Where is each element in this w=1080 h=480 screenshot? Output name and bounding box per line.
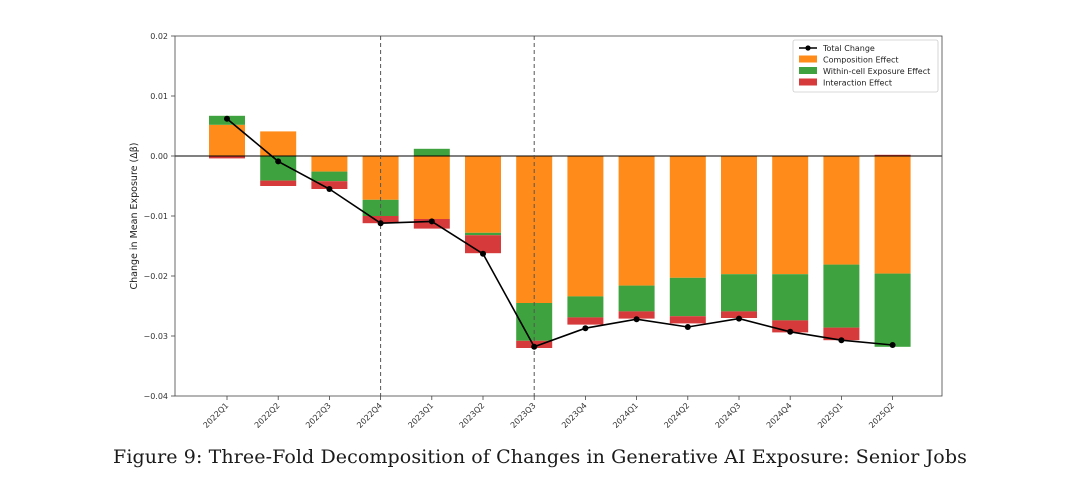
legend-swatch-interaction-effect xyxy=(799,78,817,86)
bar-within-cell-exposure-effect-2023Q4 xyxy=(567,296,604,318)
total-change-point-2022Q1 xyxy=(224,115,230,122)
bar-composition-effect-2024Q3 xyxy=(721,156,757,275)
x-tick-label-2023Q1: 2023Q1 xyxy=(406,401,435,430)
bar-interaction-effect-2023Q4 xyxy=(567,317,604,325)
bar-interaction-effect-2023Q2 xyxy=(465,235,501,254)
bar-interaction-effect-2025Q1 xyxy=(823,327,860,341)
x-tick-label-2025Q1: 2025Q1 xyxy=(816,401,845,430)
total-change-point-2023Q1 xyxy=(428,218,435,225)
legend-swatch-composition-effect xyxy=(799,55,817,63)
total-change-point-2024Q4 xyxy=(787,328,794,335)
decomposition-chart: 0.02 0.01 0.00 −0.01 −0.02 −0.03 −0.04 2022Q1 20… xyxy=(129,32,943,430)
total-change-point-2023Q2 xyxy=(480,250,486,257)
total-change-point-2024Q2 xyxy=(684,324,691,330)
x-tick-label-2022Q4: 2022Q4 xyxy=(355,401,384,430)
y-axis-label: Change in Mean Exposure (Δβ) xyxy=(129,143,140,290)
bar-composition-effect-2022Q3 xyxy=(311,156,348,172)
total-change-point-2022Q3 xyxy=(326,186,333,192)
legend-label-composition-effect: Composition Effect xyxy=(823,56,899,65)
y-tick-label-5: −0.03 xyxy=(143,332,168,341)
total-change-point-2022Q2 xyxy=(275,158,282,165)
bar-composition-effect-2022Q1 xyxy=(209,124,245,156)
bar-interaction-effect-2022Q1 xyxy=(209,156,245,159)
total-change-point-2025Q2 xyxy=(889,342,896,348)
legend-label-interaction-effect: Interaction Effect xyxy=(823,79,892,88)
total-change-point-2023Q3 xyxy=(531,343,538,350)
y-tick-label-0: 0.02 xyxy=(150,32,168,41)
bar-composition-effect-2023Q1 xyxy=(413,156,450,219)
x-tick-label-2023Q4: 2023Q4 xyxy=(560,401,589,430)
bar-within-cell-exposure-effect-2024Q1 xyxy=(618,285,655,312)
legend-marker-total-change xyxy=(805,45,811,51)
total-change-point-2022Q4 xyxy=(377,220,384,227)
legend-box xyxy=(792,39,939,93)
bar-composition-effect-2025Q1 xyxy=(823,156,860,265)
bar-interaction-effect-2024Q1 xyxy=(618,311,655,319)
bar-within-cell-exposure-effect-2025Q2 xyxy=(874,273,911,347)
legend-swatch-within-cell-exposure-effect xyxy=(799,67,817,74)
bar-interaction-effect-2024Q2 xyxy=(669,316,706,324)
bar-composition-effect-2023Q2 xyxy=(465,156,501,233)
bar-composition-effect-2025Q2 xyxy=(874,156,911,274)
bar-interaction-effect-2024Q3 xyxy=(721,311,757,318)
total-change-point-2024Q3 xyxy=(736,315,742,322)
bar-within-cell-exposure-effect-2024Q4 xyxy=(772,274,809,321)
bar-composition-effect-2023Q4 xyxy=(567,156,604,297)
bar-composition-effect-2024Q4 xyxy=(772,156,809,275)
bar-within-cell-exposure-effect-2024Q3 xyxy=(721,274,757,312)
bar-within-cell-exposure-effect-2024Q2 xyxy=(669,277,706,317)
bar-within-cell-exposure-effect-2023Q2 xyxy=(465,232,501,236)
x-tick-label-2024Q4: 2024Q4 xyxy=(765,401,794,430)
total-change-point-2023Q4 xyxy=(582,325,589,332)
bar-within-cell-exposure-effect-2023Q1 xyxy=(413,148,450,156)
total-change-point-2025Q1 xyxy=(838,337,845,344)
x-tick-label-2022Q3: 2022Q3 xyxy=(304,401,333,430)
x-tick-label-2024Q1: 2024Q1 xyxy=(611,401,640,430)
bar-composition-effect-2024Q1 xyxy=(618,156,655,286)
legend-label-within-cell-exposure-effect: Within-cell Exposure Effect xyxy=(823,67,930,76)
bar-within-cell-exposure-effect-2022Q3 xyxy=(311,171,348,182)
bar-within-cell-exposure-effect-2025Q1 xyxy=(823,264,860,328)
total-change-line xyxy=(226,118,893,348)
x-tick-label-2025Q2: 2025Q2 xyxy=(867,401,896,430)
bar-interaction-effect-2025Q2 xyxy=(874,154,911,156)
bar-composition-effect-2023Q3 xyxy=(516,156,553,303)
bar-interaction-effect-2022Q2 xyxy=(260,180,297,186)
y-tick-label-1: 0.01 xyxy=(150,92,168,101)
total-change-point-2024Q1 xyxy=(633,316,640,323)
legend-label-total-change: Total Change xyxy=(822,44,875,53)
bar-interaction-effect-2022Q3 xyxy=(311,181,348,189)
x-tick-label-2022Q1: 2022Q1 xyxy=(202,401,231,430)
y-tick-label-2: 0.00 xyxy=(150,152,168,161)
y-tick-label-3: −0.01 xyxy=(143,212,168,221)
bar-within-cell-exposure-effect-2023Q3 xyxy=(516,303,553,341)
x-tick-label-2023Q3: 2023Q3 xyxy=(509,401,538,430)
bar-composition-effect-2024Q2 xyxy=(669,156,706,278)
x-tick-label-2022Q2: 2022Q2 xyxy=(253,401,282,430)
figure-caption: Figure 9: Three-Fold Decomposition of Ch… xyxy=(113,446,967,468)
y-tick-label-4: −0.02 xyxy=(143,272,168,281)
x-tick-label-2024Q3: 2024Q3 xyxy=(714,401,743,430)
x-tick-label-2024Q2: 2024Q2 xyxy=(662,401,691,430)
y-tick-label-6: −0.04 xyxy=(143,392,168,401)
x-tick-label-2023Q2: 2023Q2 xyxy=(458,401,487,430)
bar-composition-effect-2022Q2 xyxy=(260,131,297,156)
